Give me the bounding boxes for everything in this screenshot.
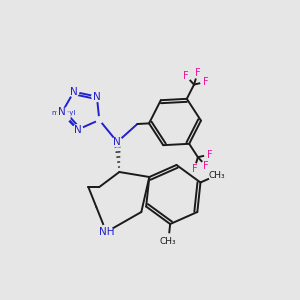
- Circle shape: [73, 125, 82, 134]
- Text: N: N: [93, 92, 101, 102]
- Circle shape: [201, 161, 211, 171]
- Circle shape: [99, 225, 113, 239]
- Text: N: N: [74, 124, 82, 135]
- Circle shape: [57, 107, 67, 117]
- Circle shape: [92, 92, 102, 101]
- Text: N: N: [58, 107, 66, 117]
- Circle shape: [189, 164, 200, 174]
- Circle shape: [181, 71, 191, 81]
- Circle shape: [96, 117, 102, 123]
- Circle shape: [112, 137, 122, 147]
- Circle shape: [96, 117, 102, 123]
- Text: F: F: [207, 149, 212, 160]
- Text: F: F: [203, 77, 208, 87]
- Text: CH₃: CH₃: [160, 237, 177, 246]
- Text: NH: NH: [99, 227, 114, 237]
- Circle shape: [160, 234, 176, 250]
- Circle shape: [92, 92, 102, 101]
- Text: F: F: [195, 68, 200, 78]
- Circle shape: [161, 235, 175, 249]
- Text: F: F: [192, 164, 197, 174]
- Circle shape: [193, 68, 202, 78]
- Circle shape: [73, 125, 82, 134]
- Circle shape: [100, 226, 112, 238]
- Circle shape: [205, 149, 214, 160]
- Text: NH: NH: [99, 227, 114, 237]
- Text: F: F: [183, 71, 189, 81]
- Text: methyl: methyl: [51, 110, 75, 116]
- Text: N: N: [70, 87, 78, 97]
- Circle shape: [210, 168, 224, 182]
- Circle shape: [57, 107, 67, 117]
- Circle shape: [209, 167, 225, 183]
- Circle shape: [69, 87, 79, 97]
- Text: CH₃: CH₃: [160, 237, 177, 246]
- Text: F: F: [203, 161, 209, 171]
- Text: CH₃: CH₃: [208, 171, 225, 180]
- Text: N: N: [74, 124, 82, 135]
- Text: N: N: [93, 92, 101, 102]
- Text: N: N: [113, 137, 121, 147]
- Text: N: N: [70, 87, 78, 97]
- Circle shape: [69, 87, 79, 97]
- Circle shape: [201, 77, 211, 87]
- Text: N: N: [58, 107, 66, 117]
- Circle shape: [60, 112, 70, 122]
- Text: CH₃: CH₃: [208, 171, 225, 180]
